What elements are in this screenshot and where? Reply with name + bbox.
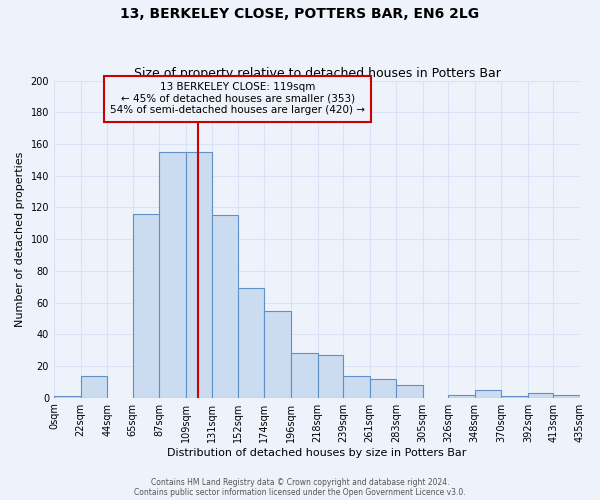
Text: 13, BERKELEY CLOSE, POTTERS BAR, EN6 2LG: 13, BERKELEY CLOSE, POTTERS BAR, EN6 2LG <box>121 8 479 22</box>
Bar <box>448 394 475 398</box>
Text: Contains HM Land Registry data © Crown copyright and database right 2024.
Contai: Contains HM Land Registry data © Crown c… <box>134 478 466 497</box>
X-axis label: Distribution of detached houses by size in Potters Bar: Distribution of detached houses by size … <box>167 448 467 458</box>
Bar <box>396 385 423 398</box>
Bar <box>265 310 291 398</box>
Bar <box>133 214 159 398</box>
Bar <box>528 393 553 398</box>
Bar <box>502 396 528 398</box>
Y-axis label: Number of detached properties: Number of detached properties <box>15 152 25 327</box>
Bar <box>553 394 580 398</box>
Bar <box>212 216 238 398</box>
Bar <box>291 354 317 398</box>
Bar <box>238 288 265 398</box>
Bar <box>317 355 343 398</box>
Title: Size of property relative to detached houses in Potters Bar: Size of property relative to detached ho… <box>134 66 500 80</box>
Bar <box>80 376 107 398</box>
Bar <box>475 390 502 398</box>
Bar <box>343 376 370 398</box>
Text: 13 BERKELEY CLOSE: 119sqm
← 45% of detached houses are smaller (353)
54% of semi: 13 BERKELEY CLOSE: 119sqm ← 45% of detac… <box>110 82 365 116</box>
Bar <box>54 396 80 398</box>
Bar <box>159 152 186 398</box>
Bar <box>370 378 396 398</box>
Bar <box>186 152 212 398</box>
